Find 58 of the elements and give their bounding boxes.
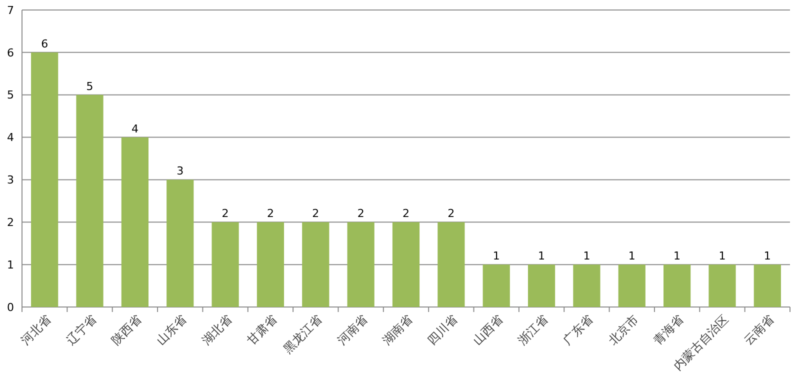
x-tick-label: 四川省 — [424, 312, 460, 348]
bar — [438, 222, 465, 307]
data-label: 1 — [718, 250, 726, 263]
x-tick-label: 山东省 — [154, 312, 190, 348]
bar — [392, 222, 420, 307]
x-tick-label: 广东省 — [560, 312, 596, 348]
bar — [302, 222, 330, 307]
x-tick-label: 云南省 — [741, 312, 777, 348]
data-label: 4 — [131, 122, 138, 136]
y-tick-label: 4 — [7, 131, 14, 144]
x-tick-label: 河北省 — [18, 312, 54, 348]
x-tick-label: 陕西省 — [108, 312, 144, 348]
data-label: 1 — [628, 250, 636, 263]
bar — [347, 222, 374, 307]
bar — [573, 264, 600, 307]
bar — [256, 222, 284, 307]
y-tick-label: 5 — [7, 88, 14, 102]
x-tick-label: 辽宁省 — [64, 312, 99, 348]
x-tick-label: 湖南省 — [380, 312, 416, 348]
data-label: 1 — [674, 250, 681, 263]
x-tick-label: 山西省 — [470, 312, 506, 348]
data-label: 2 — [402, 207, 410, 220]
bar — [664, 264, 691, 307]
data-label: 1 — [583, 250, 590, 263]
bar — [482, 264, 510, 307]
x-tick-label: 黑龙江省 — [280, 312, 325, 356]
data-label: 6 — [41, 37, 48, 50]
y-tick-label: 2 — [7, 216, 14, 229]
data-label: 2 — [312, 207, 320, 220]
data-label: 2 — [448, 207, 455, 220]
bar — [76, 94, 104, 307]
data-label: 1 — [764, 250, 771, 263]
data-label: 3 — [176, 164, 184, 178]
y-tick-label: 6 — [7, 46, 14, 60]
x-tick-label: 河南省 — [334, 312, 370, 348]
bar — [31, 52, 58, 307]
bar — [166, 180, 194, 307]
data-label: 2 — [357, 207, 364, 220]
data-label: 5 — [86, 80, 94, 93]
bar — [212, 222, 239, 307]
data-label: 2 — [222, 207, 229, 220]
y-tick-label: 3 — [7, 174, 14, 187]
bar — [121, 137, 148, 307]
x-tick-label: 青海省 — [650, 312, 686, 348]
x-tick-label: 湖北省 — [199, 312, 234, 348]
data-label: 2 — [266, 207, 274, 220]
x-tick-label: 北京市 — [606, 312, 641, 348]
y-tick-label: 1 — [7, 258, 14, 272]
bar — [708, 264, 736, 307]
x-tick-label: 浙江省 — [515, 312, 551, 348]
bar — [618, 264, 646, 307]
y-tick-label: 7 — [7, 4, 14, 17]
data-label: 1 — [492, 250, 500, 263]
data-label: 1 — [538, 250, 546, 263]
y-tick-label: 0 — [7, 300, 14, 314]
bar — [754, 264, 781, 307]
bar — [528, 264, 556, 307]
x-tick-label: 甘肃省 — [244, 312, 280, 348]
